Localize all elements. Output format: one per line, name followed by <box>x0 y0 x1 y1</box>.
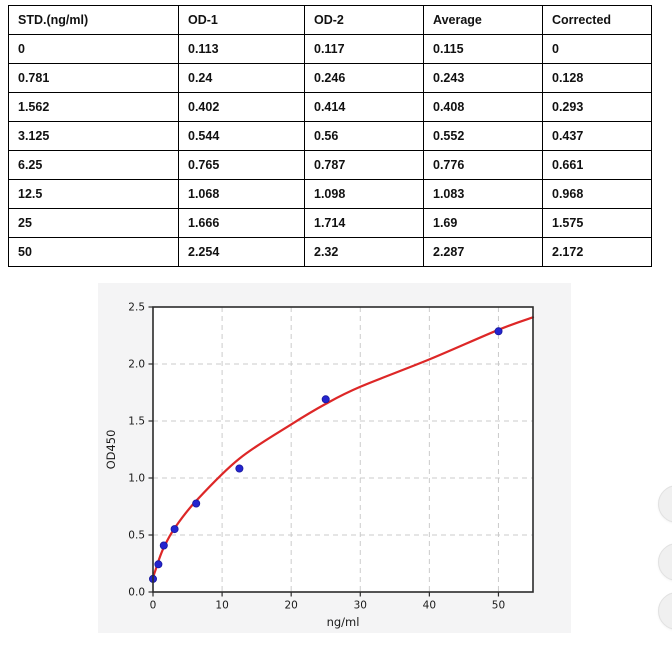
table-cell: 3.125 <box>8 121 179 151</box>
data-points <box>149 327 503 583</box>
standard-curve-chart: 0 10 20 30 40 50 0.0 0.5 1.0 1.5 2.0 2.5 ng/ml OD450 <box>104 302 535 629</box>
table-row: 25 1.666 1.714 1.69 1.575 <box>8 208 652 238</box>
data-point-marker <box>235 464 244 473</box>
table-cell: 6.25 <box>8 150 179 180</box>
table-cell: 0.117 <box>304 34 424 64</box>
table-cell: 0.24 <box>178 63 305 93</box>
table-cell: 0.293 <box>542 92 652 122</box>
y-tick-label: 2.0 <box>128 359 145 371</box>
table-cell: 0.246 <box>304 63 424 93</box>
table-header-cell: Corrected <box>542 5 652 35</box>
table-cell: 2.287 <box>423 237 543 267</box>
x-tick-label: 50 <box>492 600 505 612</box>
table-cell: 1.083 <box>423 179 543 209</box>
table-cell: 0.408 <box>423 92 543 122</box>
table-cell: 0.661 <box>542 150 652 180</box>
table-cell: 0.544 <box>178 121 305 151</box>
table-row: 1.562 0.402 0.414 0.408 0.293 <box>8 92 652 122</box>
table-cell: 0.128 <box>542 63 652 93</box>
table-cell: 1.562 <box>8 92 179 122</box>
x-axis-label: ng/ml <box>327 615 360 629</box>
table-header-cell: Average <box>423 5 543 35</box>
table-cell: 0.787 <box>304 150 424 180</box>
table-cell: 2.32 <box>304 237 424 267</box>
table-cell: 0.414 <box>304 92 424 122</box>
table-cell: 1.068 <box>178 179 305 209</box>
table-cell: 1.575 <box>542 208 652 238</box>
table-cell: 1.098 <box>304 179 424 209</box>
table-body: 0 0.113 0.117 0.115 0 0.781 0.24 0.246 0.243 0.12… <box>8 34 652 267</box>
table-cell: 0.402 <box>178 92 305 122</box>
table-cell: 0.437 <box>542 121 652 151</box>
table-cell: 0.243 <box>423 63 543 93</box>
table-row: 0 0.113 0.117 0.115 0 <box>8 34 652 64</box>
table-cell: 2.254 <box>178 237 305 267</box>
table-header-cell: STD.(ng/ml) <box>8 5 179 35</box>
table-header-row: STD.(ng/ml) OD-1 OD-2 Average Corrected <box>8 5 652 35</box>
data-point-marker <box>192 499 201 508</box>
y-tick-label: 1.0 <box>128 473 145 485</box>
table-cell: 0 <box>542 34 652 64</box>
grid-lines <box>153 306 533 592</box>
edge-circle-button[interactable] <box>658 485 672 523</box>
table-cell: 1.69 <box>423 208 543 238</box>
table-cell: 0.113 <box>178 34 305 64</box>
tick-marks <box>148 306 500 597</box>
table-cell: 25 <box>8 208 179 238</box>
standards-table: STD.(ng/ml) OD-1 OD-2 Average Corrected 0 0.1… <box>8 5 652 267</box>
table-cell: 0.776 <box>423 150 543 180</box>
x-tick-label: 10 <box>215 600 228 612</box>
data-point-marker <box>159 541 168 550</box>
y-tick-label: 1.5 <box>128 416 145 428</box>
table-row: 6.25 0.765 0.787 0.776 0.661 <box>8 150 652 180</box>
data-point-marker <box>321 395 330 404</box>
x-tick-label: 30 <box>354 600 367 612</box>
table-row: 3.125 0.544 0.56 0.552 0.437 <box>8 121 652 151</box>
table-header-cell: OD-1 <box>178 5 305 35</box>
table-row: 50 2.254 2.32 2.287 2.172 <box>8 237 652 267</box>
edge-circle-button[interactable] <box>658 543 672 581</box>
table-cell: 0.552 <box>423 121 543 151</box>
table-cell: 0.115 <box>423 34 543 64</box>
x-tick-label: 20 <box>284 600 297 612</box>
y-tick-label: 2.5 <box>128 302 145 314</box>
table-cell: 0.56 <box>304 121 424 151</box>
data-point-marker <box>154 560 163 569</box>
data-point-marker <box>494 327 503 336</box>
y-axis-label: OD450 <box>104 430 118 470</box>
table-cell: 0.765 <box>178 150 305 180</box>
axes-spines <box>152 306 534 593</box>
table-cell: 1.666 <box>178 208 305 238</box>
y-tick-label: 0.5 <box>128 530 145 542</box>
table-header-cell: OD-2 <box>304 5 424 35</box>
tick-labels: 0 10 20 30 40 50 0.0 0.5 1.0 1.5 2.0 2.5 <box>128 302 505 612</box>
data-point-marker <box>170 525 179 534</box>
x-tick-label: 0 <box>150 600 157 612</box>
table-cell: 1.714 <box>304 208 424 238</box>
standard-curve-figure: 0 10 20 30 40 50 0.0 0.5 1.0 1.5 2.0 2.5 ng/ml OD450 <box>98 283 571 633</box>
table-cell: 0.781 <box>8 63 179 93</box>
table-cell: 2.172 <box>542 237 652 267</box>
table-cell: 0.968 <box>542 179 652 209</box>
table-row: 0.781 0.24 0.246 0.243 0.128 <box>8 63 652 93</box>
x-tick-label: 40 <box>423 600 436 612</box>
table-cell: 12.5 <box>8 179 179 209</box>
edge-circle-button[interactable] <box>658 592 672 630</box>
table-cell: 50 <box>8 237 179 267</box>
y-tick-label: 0.0 <box>128 587 145 599</box>
table-cell: 0 <box>8 34 179 64</box>
table-row: 12.5 1.068 1.098 1.083 0.968 <box>8 179 652 209</box>
plot-area <box>153 307 533 592</box>
